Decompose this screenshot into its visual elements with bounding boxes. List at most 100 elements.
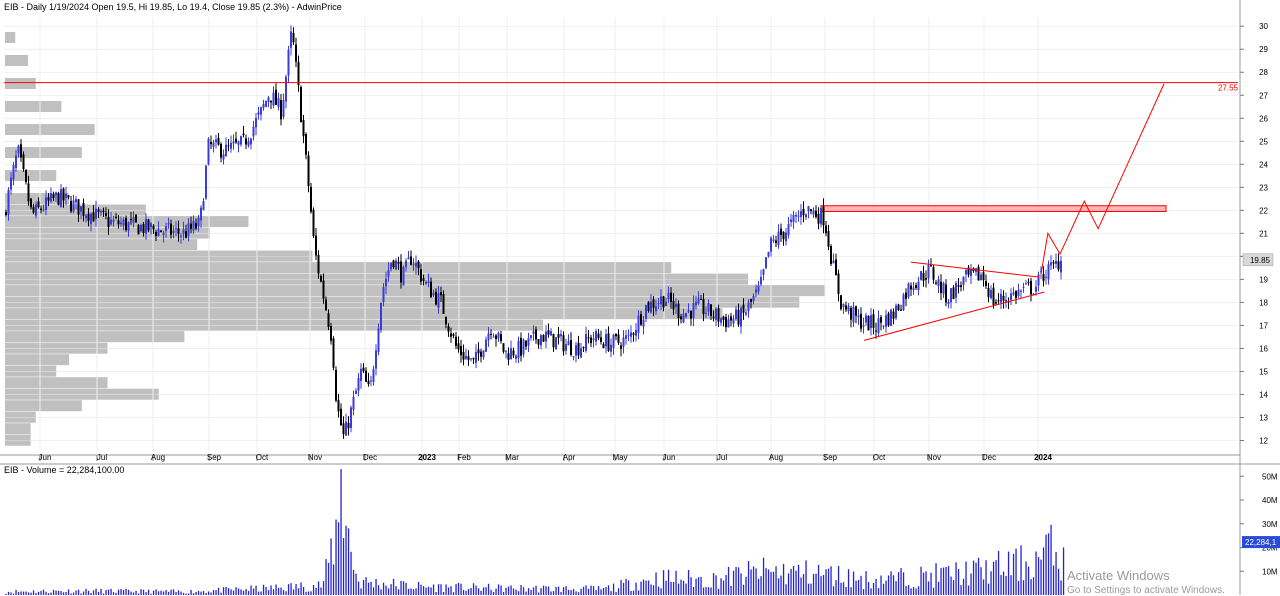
candle-body [30,198,32,208]
candle-body [337,400,340,412]
volume-bar [990,571,992,595]
candle-body [450,333,452,337]
volume-bar [955,562,957,595]
candle-body [855,306,857,316]
candle-body [550,331,552,336]
candle-body [662,296,665,308]
candle-body [485,339,487,352]
candle-body [267,97,270,103]
volume-bar [320,587,322,595]
volume-bar [625,579,627,595]
candle-body [790,219,792,223]
volume-bar [580,588,582,595]
volume-bar [880,575,882,595]
candle-body [537,339,540,345]
volume-bar [237,588,240,595]
candle-body [250,138,252,145]
candle-body [190,223,192,229]
candle-body [740,307,742,327]
volume-bar [735,566,737,595]
candle-body [942,282,945,295]
month-label: Jun [39,453,52,462]
candle-body [990,290,992,299]
candle-body [345,421,347,436]
volume-bar [187,593,190,595]
candle-body [90,213,92,224]
volume-bar [1057,568,1060,595]
volume-bar [575,591,577,595]
candle-body [817,213,820,224]
volume-bar [1055,551,1057,595]
volume-bar [330,538,332,595]
candle-body [512,350,515,356]
candle-body [225,144,227,157]
candle-body [705,312,707,314]
volume-bar [252,588,255,595]
volume-bar [900,568,902,595]
volume-bar [32,590,35,595]
volume-bar [852,571,855,595]
candle-body [955,282,957,298]
candle-body [282,100,285,117]
volume-bar [360,588,362,595]
candle-body [610,344,612,352]
candle-body [560,334,562,337]
candle-body [142,223,145,233]
volume-bar [545,586,547,595]
volume-bar [347,528,350,595]
candle-body [540,335,542,346]
candle-body [95,208,97,219]
volume-bar [230,589,232,595]
volume-bar [907,585,910,595]
price-grid [4,17,1238,452]
volume-bar [95,588,97,595]
candle-body [5,212,7,215]
candle-body [497,332,500,339]
candle-body [50,193,52,202]
volume-bar [975,562,977,595]
candle-body [460,346,462,356]
volume-bar [392,578,395,595]
price-tick-label: 26 [1259,114,1268,123]
candle-body [392,260,395,268]
volume-bar [487,583,490,595]
candle-body [915,285,917,288]
volume-bar [447,587,450,595]
volume-bar [810,583,812,595]
candle-body [335,369,337,401]
volume-bar [10,592,12,595]
volume-profile-bar [5,170,57,182]
candle-body [905,292,907,299]
candle-body [480,351,482,357]
volume-bar [250,585,252,595]
volume-bar [1012,553,1015,595]
candle-body [575,345,577,356]
candle-body [812,210,815,215]
candle-body [1047,264,1050,280]
volume-bar [30,592,32,595]
volume-bar [870,588,872,595]
candle-body [210,141,212,145]
price-tick-label: 21 [1259,229,1268,238]
volume-bar [922,572,925,595]
volume-tick-label: 10M [1262,567,1278,576]
volume-bar [592,586,595,595]
volume-bar [980,567,982,595]
volume-bar [770,572,772,595]
volume-bar [127,589,130,595]
volume-bar [742,584,745,595]
volume-bar [687,570,690,595]
volume-bar [310,591,312,595]
volume-tick-label: 30M [1262,520,1278,529]
volume-profile-bar [5,54,29,66]
candle-body [445,316,447,325]
volume-profile-bar [5,193,70,205]
volume-bar [717,588,720,595]
month-label: Apr [563,453,576,462]
candle-body [320,275,322,282]
volume-bar [107,589,110,595]
candle-body [227,145,230,147]
volume-bar [112,592,115,595]
candle-body [417,261,420,269]
volume-bar [355,573,357,595]
